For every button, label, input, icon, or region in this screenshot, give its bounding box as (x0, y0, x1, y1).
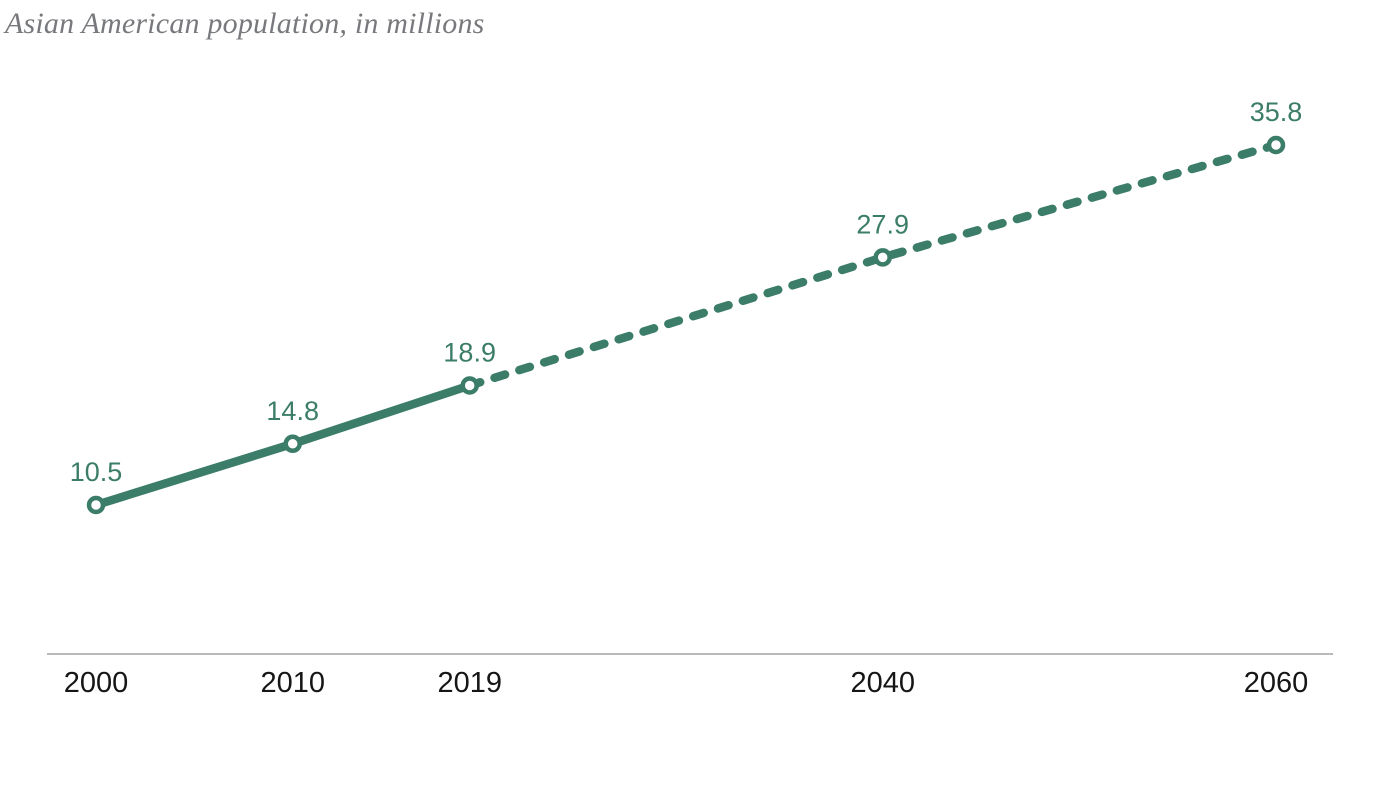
data-point-label: 10.5 (70, 457, 123, 487)
data-point-label: 27.9 (856, 209, 909, 239)
x-tick-label: 2010 (260, 667, 325, 699)
data-point-marker (1266, 135, 1286, 155)
x-tick-label: 2000 (64, 667, 129, 699)
data-point-marker (460, 376, 479, 395)
data-point-marker (86, 495, 106, 515)
x-tick-label: 2060 (1244, 667, 1309, 699)
line-segment-dashed (465, 140, 1281, 390)
data-point-marker (873, 248, 892, 267)
data-point-label: 18.9 (443, 338, 496, 368)
x-tick-label: 2019 (437, 667, 502, 699)
chart-title: Asian American population, in millions (5, 7, 485, 40)
x-tick-label: 2040 (850, 667, 915, 699)
data-point-label: 35.8 (1250, 97, 1303, 127)
data-point-marker (283, 434, 302, 454)
data-point-label: 14.8 (266, 396, 319, 426)
